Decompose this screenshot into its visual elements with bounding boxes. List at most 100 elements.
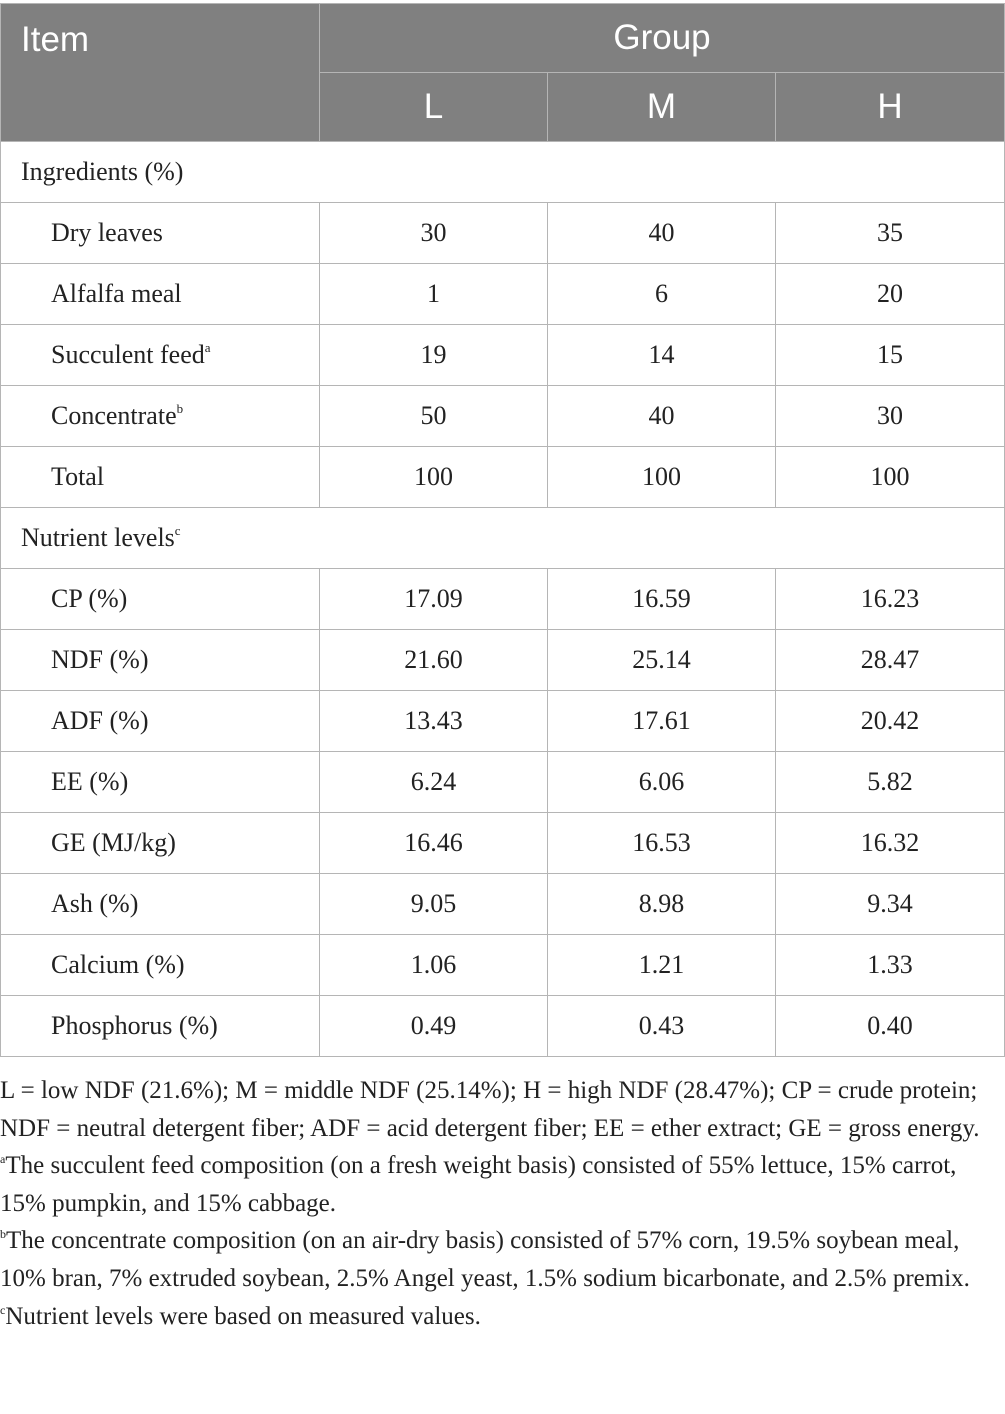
- footnote-mark-c: c: [0, 1302, 6, 1317]
- header-row-2: L M H: [1, 72, 1005, 142]
- header-row-1: Item Group: [0, 3, 1005, 142]
- row-label: Ash (%): [0, 873, 320, 935]
- value-cell-h: 9.34: [774, 873, 1005, 935]
- table-row: Total 100 100 100: [0, 446, 1005, 508]
- value-cell-l: 19: [319, 324, 548, 386]
- abbreviations-note: L = low NDF (21.6%); M = middle NDF (25.…: [0, 1077, 980, 1142]
- table-row: Ash (%) 9.05 8.98 9.34: [0, 873, 1005, 935]
- value-cell-l: 100: [319, 446, 548, 508]
- row-label: GE (MJ/kg): [0, 812, 320, 874]
- row-label: Concentrateb: [0, 385, 320, 447]
- row-label: ADF (%): [0, 690, 320, 752]
- footnote-c: cNutrient levels were based on measured …: [0, 1298, 1004, 1336]
- row-label-text: GE (MJ/kg): [51, 828, 176, 857]
- table-row: Succulent feeda 19 14 15: [0, 324, 1005, 386]
- row-label-text: Dry leaves: [51, 218, 163, 247]
- value-cell-h: 0.40: [774, 995, 1005, 1057]
- value-cell-l: 0.49: [319, 995, 548, 1057]
- section-title: Ingredients (%): [0, 141, 1005, 203]
- table-row: Phosphorus (%) 0.49 0.43 0.40: [0, 995, 1005, 1057]
- value-cell-h: 35: [774, 202, 1005, 264]
- row-label-text: Total: [51, 462, 105, 491]
- value-cell-h: 30: [774, 385, 1005, 447]
- row-label-text: Phosphorus (%): [51, 1011, 218, 1040]
- value-cell-m: 16.53: [547, 812, 776, 874]
- value-cell-l: 13.43: [319, 690, 548, 752]
- row-label-text: NDF (%): [51, 645, 149, 674]
- group-h-header: H: [774, 72, 1005, 142]
- footnote-b: bThe concentrate composition (on an air-…: [0, 1222, 1004, 1297]
- row-label: Succulent feeda: [0, 324, 320, 386]
- value-cell-h: 100: [774, 446, 1005, 508]
- footnote-mark: b: [176, 401, 184, 416]
- section-title: Nutrient levelsc: [0, 507, 1005, 569]
- footnote-b-text: The concentrate composition (on an air-d…: [0, 1227, 970, 1292]
- value-cell-l: 16.46: [319, 812, 548, 874]
- footnote-mark: c: [174, 523, 181, 538]
- row-label: Calcium (%): [0, 934, 320, 996]
- row-label: Alfalfa meal: [0, 263, 320, 325]
- value-cell-l: 30: [319, 202, 548, 264]
- row-label-text: ADF (%): [51, 706, 149, 735]
- value-cell-h: 20: [774, 263, 1005, 325]
- value-cell-m: 8.98: [547, 873, 776, 935]
- value-cell-m: 6.06: [547, 751, 776, 813]
- table-row: GE (MJ/kg) 16.46 16.53 16.32: [0, 812, 1005, 874]
- table-row: CP (%) 17.09 16.59 16.23: [0, 568, 1005, 630]
- value-cell-m: 6: [547, 263, 776, 325]
- value-cell-m: 17.61: [547, 690, 776, 752]
- footnote-mark-b: b: [0, 1227, 6, 1242]
- table-row: Dry leaves 30 40 35: [0, 202, 1005, 264]
- value-cell-l: 9.05: [319, 873, 548, 935]
- value-cell-l: 6.24: [319, 751, 548, 813]
- value-cell-m: 0.43: [547, 995, 776, 1057]
- group-l-header: L: [319, 72, 548, 142]
- value-cell-l: 1.06: [319, 934, 548, 996]
- value-cell-l: 1: [319, 263, 548, 325]
- value-cell-l: 50: [319, 385, 548, 447]
- value-cell-h: 5.82: [774, 751, 1005, 813]
- section-title-text: Nutrient levels: [21, 523, 175, 552]
- value-cell-h: 16.32: [774, 812, 1005, 874]
- value-cell-m: 25.14: [547, 629, 776, 691]
- section-row: Nutrient levelsc: [0, 507, 1005, 569]
- value-cell-m: 40: [547, 202, 776, 264]
- row-label: Total: [0, 446, 320, 508]
- row-label-text: Concentrate: [51, 401, 177, 430]
- table-row: ADF (%) 13.43 17.61 20.42: [0, 690, 1005, 752]
- value-cell-m: 100: [547, 446, 776, 508]
- value-cell-m: 40: [547, 385, 776, 447]
- value-cell-l: 21.60: [319, 629, 548, 691]
- row-label-text: Ash (%): [51, 889, 139, 918]
- table-body: Ingredients (%) Dry leaves 30 40 35 Alfalfa m…: [0, 141, 1005, 1057]
- value-cell-h: 16.23: [774, 568, 1005, 630]
- table-row: EE (%) 6.24 6.06 5.82: [0, 751, 1005, 813]
- table-header: Item Group L M H: [0, 3, 1005, 142]
- row-label-text: Alfalfa meal: [51, 279, 182, 308]
- table-row: Concentrateb 50 40 30: [0, 385, 1005, 447]
- value-cell-m: 14: [547, 324, 776, 386]
- row-label-text: EE (%): [51, 767, 129, 796]
- row-label-text: Calcium (%): [51, 950, 185, 979]
- row-label: EE (%): [0, 751, 320, 813]
- value-cell-h: 20.42: [774, 690, 1005, 752]
- row-label-text: CP (%): [51, 584, 128, 613]
- footnote-a-text: The succulent feed composition (on a fre…: [0, 1152, 957, 1217]
- row-label: Phosphorus (%): [0, 995, 320, 1057]
- value-cell-l: 17.09: [319, 568, 548, 630]
- table-row: NDF (%) 21.60 25.14 28.47: [0, 629, 1005, 691]
- row-label-text: Succulent feed: [51, 340, 205, 369]
- table-footnotes: L = low NDF (21.6%); M = middle NDF (25.…: [0, 1072, 1004, 1335]
- value-cell-h: 15: [774, 324, 1005, 386]
- group-m-header: M: [547, 72, 776, 142]
- item-column-header: Item: [0, 3, 320, 142]
- value-cell-h: 1.33: [774, 934, 1005, 996]
- value-cell-m: 1.21: [547, 934, 776, 996]
- value-cell-m: 16.59: [547, 568, 776, 630]
- diet-composition-table: Item Group L M H Ingredients (%) Dry leav…: [0, 3, 1005, 1057]
- value-cell-h: 28.47: [774, 629, 1005, 691]
- row-label: Dry leaves: [0, 202, 320, 264]
- table-row: Alfalfa meal 1 6 20: [0, 263, 1005, 325]
- row-label: NDF (%): [0, 629, 320, 691]
- section-row: Ingredients (%): [0, 141, 1005, 203]
